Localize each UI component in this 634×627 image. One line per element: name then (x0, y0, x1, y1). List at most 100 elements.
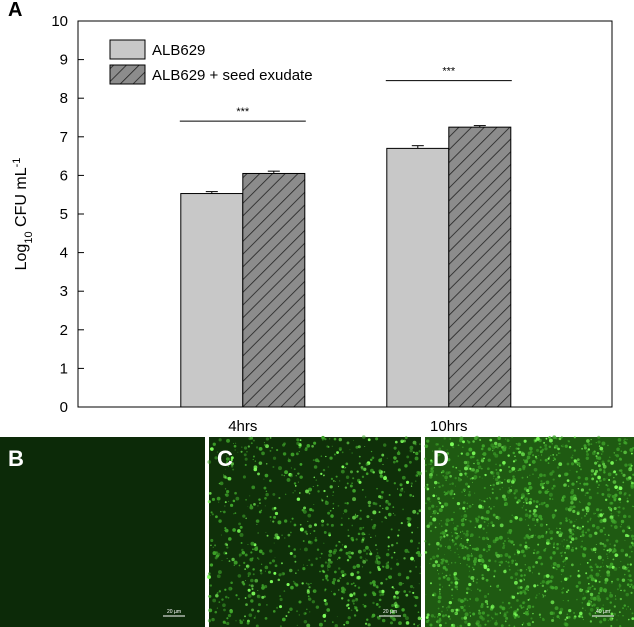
fluorescent-spot (454, 551, 456, 554)
fluorescent-spot (214, 610, 218, 614)
fluorescent-spot (570, 537, 575, 541)
fluorescent-spot (597, 475, 601, 480)
fluorescent-spot (274, 533, 279, 538)
fluorescent-spot (258, 446, 263, 451)
bar (180, 193, 244, 408)
fluorescent-spot (475, 435, 479, 439)
fluorescent-spot (414, 604, 417, 607)
fluorescent-spot (598, 609, 603, 614)
fluorescent-spot (352, 497, 357, 502)
fluorescent-spot (552, 551, 556, 555)
fluorescent-spot (411, 531, 414, 534)
fluorescent-spot (570, 548, 575, 552)
fluorescent-spot (259, 502, 261, 504)
fluorescent-spot (381, 592, 385, 596)
fluorescent-spot (430, 516, 432, 518)
fluorescent-spot (404, 548, 409, 553)
fluorescent-spot (514, 572, 519, 576)
fluorescent-spot (463, 460, 468, 465)
fluorescent-spot (340, 548, 342, 550)
fluorescent-spot (540, 562, 544, 566)
fluorescent-spot (295, 452, 299, 456)
fluorescent-spot (459, 563, 461, 564)
fluorescent-spot (480, 563, 482, 565)
fluorescent-spot (350, 583, 353, 586)
fluorescent-spot (560, 498, 565, 502)
fluorescent-spot (590, 438, 592, 441)
fluorescent-spot (473, 475, 478, 480)
fluorescent-spot (527, 481, 532, 486)
fluorescent-spot (304, 530, 308, 534)
fluorescent-spot (582, 546, 587, 551)
fluorescent-spot (246, 565, 248, 567)
fluorescent-spot (424, 463, 427, 466)
fluorescent-spot (589, 608, 594, 612)
fluorescent-spot (517, 470, 519, 472)
micrograph-texture (423, 435, 634, 627)
y-tick-label: 4 (60, 245, 68, 262)
fluorescent-spot (322, 613, 327, 618)
fluorescent-spot (438, 508, 443, 513)
fluorescent-spot (250, 442, 253, 445)
fluorescent-spot (446, 449, 448, 451)
fluorescent-spot (433, 615, 436, 618)
fluorescent-spot (449, 617, 452, 620)
fluorescent-spot (315, 557, 318, 560)
fluorescent-spot (477, 515, 481, 519)
fluorescent-spot (506, 531, 510, 534)
fluorescent-spot (241, 446, 243, 448)
fluorescent-spot (324, 574, 329, 578)
fluorescent-spot (430, 467, 433, 470)
fluorescent-spot (333, 578, 335, 580)
fluorescent-spot (453, 571, 458, 576)
fluorescent-spot (437, 453, 441, 457)
fluorescent-spot (447, 615, 451, 618)
panel-label: C (217, 446, 233, 471)
fluorescent-spot (478, 504, 483, 509)
fluorescent-spot (556, 615, 560, 619)
fluorescent-spot (582, 525, 584, 528)
fluorescent-spot (331, 445, 333, 447)
fluorescent-spot (429, 475, 433, 479)
fluorescent-spot (597, 461, 599, 463)
fluorescent-spot (352, 477, 355, 480)
fluorescent-spot (481, 574, 484, 577)
fluorescent-spot (559, 530, 562, 533)
fluorescent-spot (486, 568, 490, 572)
fluorescent-spot (502, 546, 505, 550)
fluorescent-spot (576, 464, 578, 466)
legend-swatch (109, 64, 146, 85)
fluorescent-spot (520, 452, 525, 457)
fluorescent-spot (538, 490, 540, 493)
fluorescent-spot (399, 488, 404, 492)
fluorescent-spot (420, 566, 422, 568)
fluorescent-spot (332, 507, 335, 510)
fluorescent-spot (293, 523, 297, 527)
fluorescent-spot (513, 553, 516, 556)
fluorescent-spot (324, 602, 328, 606)
fluorescent-spot (569, 469, 571, 471)
fluorescent-spot (468, 447, 473, 452)
fluorescent-spot (624, 463, 628, 467)
fluorescent-spot (407, 551, 410, 553)
fluorescent-spot (459, 472, 463, 477)
fluorescent-spot (295, 572, 297, 574)
fluorescent-spot (595, 455, 598, 458)
fluorescent-spot (588, 496, 593, 500)
fluorescent-spot (630, 583, 633, 586)
fluorescent-spot (430, 469, 434, 473)
fluorescent-spot (564, 551, 566, 554)
fluorescent-spot (377, 616, 381, 620)
fluorescent-spot (544, 595, 546, 597)
fluorescent-spot (226, 544, 228, 546)
fluorescent-spot (218, 570, 222, 574)
fluorescent-spot (340, 469, 345, 474)
fluorescent-spot (536, 550, 540, 554)
fluorescent-spot (353, 614, 357, 617)
fluorescent-spot (514, 459, 517, 462)
fluorescent-spot (614, 525, 618, 529)
fluorescent-spot (523, 612, 525, 615)
fluorescent-spot (514, 455, 516, 458)
fluorescent-spot (214, 456, 218, 460)
fluorescent-spot (578, 465, 581, 467)
